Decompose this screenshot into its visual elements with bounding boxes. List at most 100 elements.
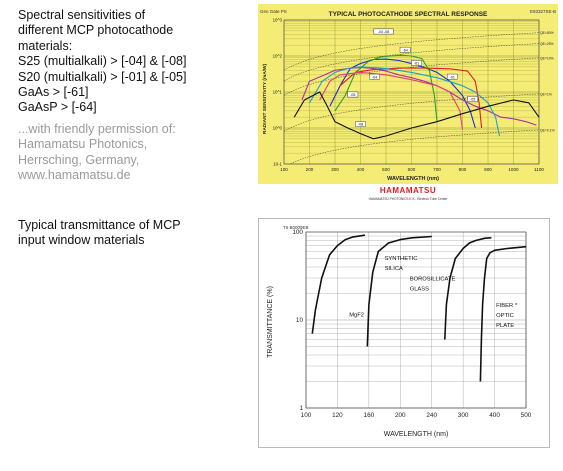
qe-label: QE=1% [540, 92, 552, 96]
curve-label-box [446, 73, 458, 80]
y-axis-label: RADIANT SENSITIVITY (mA/W) [262, 63, 268, 134]
series-line [301, 66, 537, 126]
caption-line: GaAs > [-61] [18, 85, 89, 100]
x-tick-label: 200 [395, 412, 406, 419]
x-tick-label: 100 [301, 412, 312, 419]
transmittance-caption: Typical transmittance of MCP input windo… [18, 218, 181, 249]
curve-label-box [347, 91, 359, 98]
series-line [309, 66, 501, 137]
caption-line: Spectral sensitivities of [18, 8, 146, 22]
curve-label: FIBER * [496, 303, 518, 309]
curve-label: SILICA [385, 266, 403, 272]
x-tick-label: 300 [458, 412, 469, 419]
plot-area [283, 19, 540, 165]
curve-label: -61 [414, 62, 419, 66]
series-line [311, 234, 366, 334]
y-axis-label: TRANSMITTANCE (%) [267, 286, 274, 358]
x-tick-label: 100 [280, 167, 288, 172]
qe-label: QE=50% [540, 31, 554, 35]
qe-reference-line [283, 32, 540, 71]
y-tick-label: 10 [296, 317, 304, 324]
chart-corner-right: E93327SE-B [530, 9, 556, 14]
curve-label: -04 [372, 75, 377, 79]
series-line [334, 54, 438, 122]
chart-background [258, 4, 558, 184]
x-tick-label: 300 [331, 167, 339, 172]
curve-label: GLASS [410, 287, 429, 293]
qe-reference-line [283, 57, 540, 96]
x-tick-label: 1000 [508, 167, 519, 172]
chart-series [283, 32, 540, 165]
credit-line: www.hamamatsu.de [18, 168, 131, 183]
y-tick-label: 10^1 [273, 90, 283, 95]
plot-area [305, 231, 527, 409]
qe-label: QE=10% [540, 56, 554, 60]
x-tick-label: 400 [489, 412, 500, 419]
chart-series [311, 234, 527, 382]
chart-title: TYPICAL PHOTOCATHODE SPECTRAL RESPONSE [329, 11, 488, 18]
chart-text: 100 200 300 400 500 600 700 800 900 1000 1100 10-1 1… [273, 18, 555, 173]
x-tick-label: 200 [306, 167, 314, 172]
y-tick-label: 100 [292, 229, 303, 236]
caption-line: GaAsP > [-64] [18, 100, 97, 115]
qe-reference-line [283, 93, 540, 132]
x-tick-label: 400 [357, 167, 365, 172]
curve-label-box [399, 46, 411, 53]
curve-label: -05 [470, 98, 475, 102]
qe-reference-line [283, 43, 540, 82]
chart-text: 100 120 160 200 240 300 400 500 1 10 100 MgF2 SYNTHE… [292, 229, 531, 419]
curve-label-box [373, 28, 394, 35]
caption-line: Typical transmittance of MCP [18, 218, 181, 232]
x-axis-label: WAVELENGTH (nm) [384, 431, 449, 438]
y-tick-label: 10-1 [273, 162, 282, 167]
series-line [293, 91, 540, 140]
series-line [444, 237, 492, 340]
x-tick-label: 700 [433, 167, 441, 172]
series-line [366, 235, 432, 347]
curve-label: OPTIC [496, 313, 514, 319]
x-tick-label: 500 [521, 412, 532, 419]
chart-corner-left: Gen Gate PS [260, 9, 287, 14]
x-tick-label: 1100 [534, 167, 544, 172]
caption-line: S20 (multialkali) > [-01] & [-05] [18, 69, 187, 84]
credit-line: Hamamatsu Photonics, [18, 137, 148, 152]
x-tick-label: 600 [408, 167, 416, 172]
x-tick-label: 240 [426, 412, 437, 419]
chart-corner: TII B0009EB [283, 225, 309, 230]
curve-label-box [411, 60, 422, 66]
y-tick-label: 1 [299, 405, 303, 412]
curve-label: -08 [358, 123, 363, 127]
spectral-caption: Spectral sensitivities of different MCP … [18, 8, 186, 183]
curve-label-box [369, 73, 380, 80]
x-tick-label: 900 [484, 167, 492, 172]
spectral-response-chart: 100 200 300 400 500 600 700 800 900 1000 1100 10-1 1… [258, 4, 558, 201]
curve-label: -64 [403, 48, 408, 52]
hamamatsu-logo: HAMAMATSU [380, 186, 436, 195]
credit-line: Herrsching, Germany, [18, 152, 140, 167]
caption-line: different MCP photocathode [18, 23, 174, 38]
y-tick-label: 10^2 [273, 54, 283, 59]
curve-label-box [467, 96, 479, 102]
series-line [479, 245, 527, 382]
curve-label: MgF2 [349, 312, 364, 318]
series-line [319, 71, 464, 130]
x-axis-label: WAVELENGTH (nm) [387, 176, 439, 182]
curve-label: PLATE [496, 323, 514, 329]
caption-line: input window materials [18, 233, 145, 248]
chart-grid [305, 231, 527, 409]
curve-label: SYNTHETIC [385, 256, 418, 262]
caption-line: materials: [18, 38, 73, 53]
x-tick-label: 160 [364, 412, 375, 419]
y-tick-label: 10^0 [273, 126, 283, 131]
curve-label: -05 [350, 93, 355, 97]
qe-label: QE=25% [540, 42, 554, 46]
curve-label: BOROSILLICATE [410, 277, 456, 283]
series-line [339, 67, 483, 129]
y-tick-label: 10^3 [273, 18, 283, 23]
transmittance-chart: 100 120 160 200 240 300 400 500 1 10 100 MgF2 SYNTHE… [258, 218, 550, 448]
curve-label: -01 [450, 75, 455, 79]
hamamatsu-logo-sub: HAMAMATSU PHOTONICS K.K., Electron Tube … [369, 197, 449, 201]
curve-label-box [355, 121, 366, 127]
x-tick-label: 800 [459, 167, 467, 172]
caption-line: S25 (multialkali) > [-04] & [-08] [18, 54, 187, 69]
